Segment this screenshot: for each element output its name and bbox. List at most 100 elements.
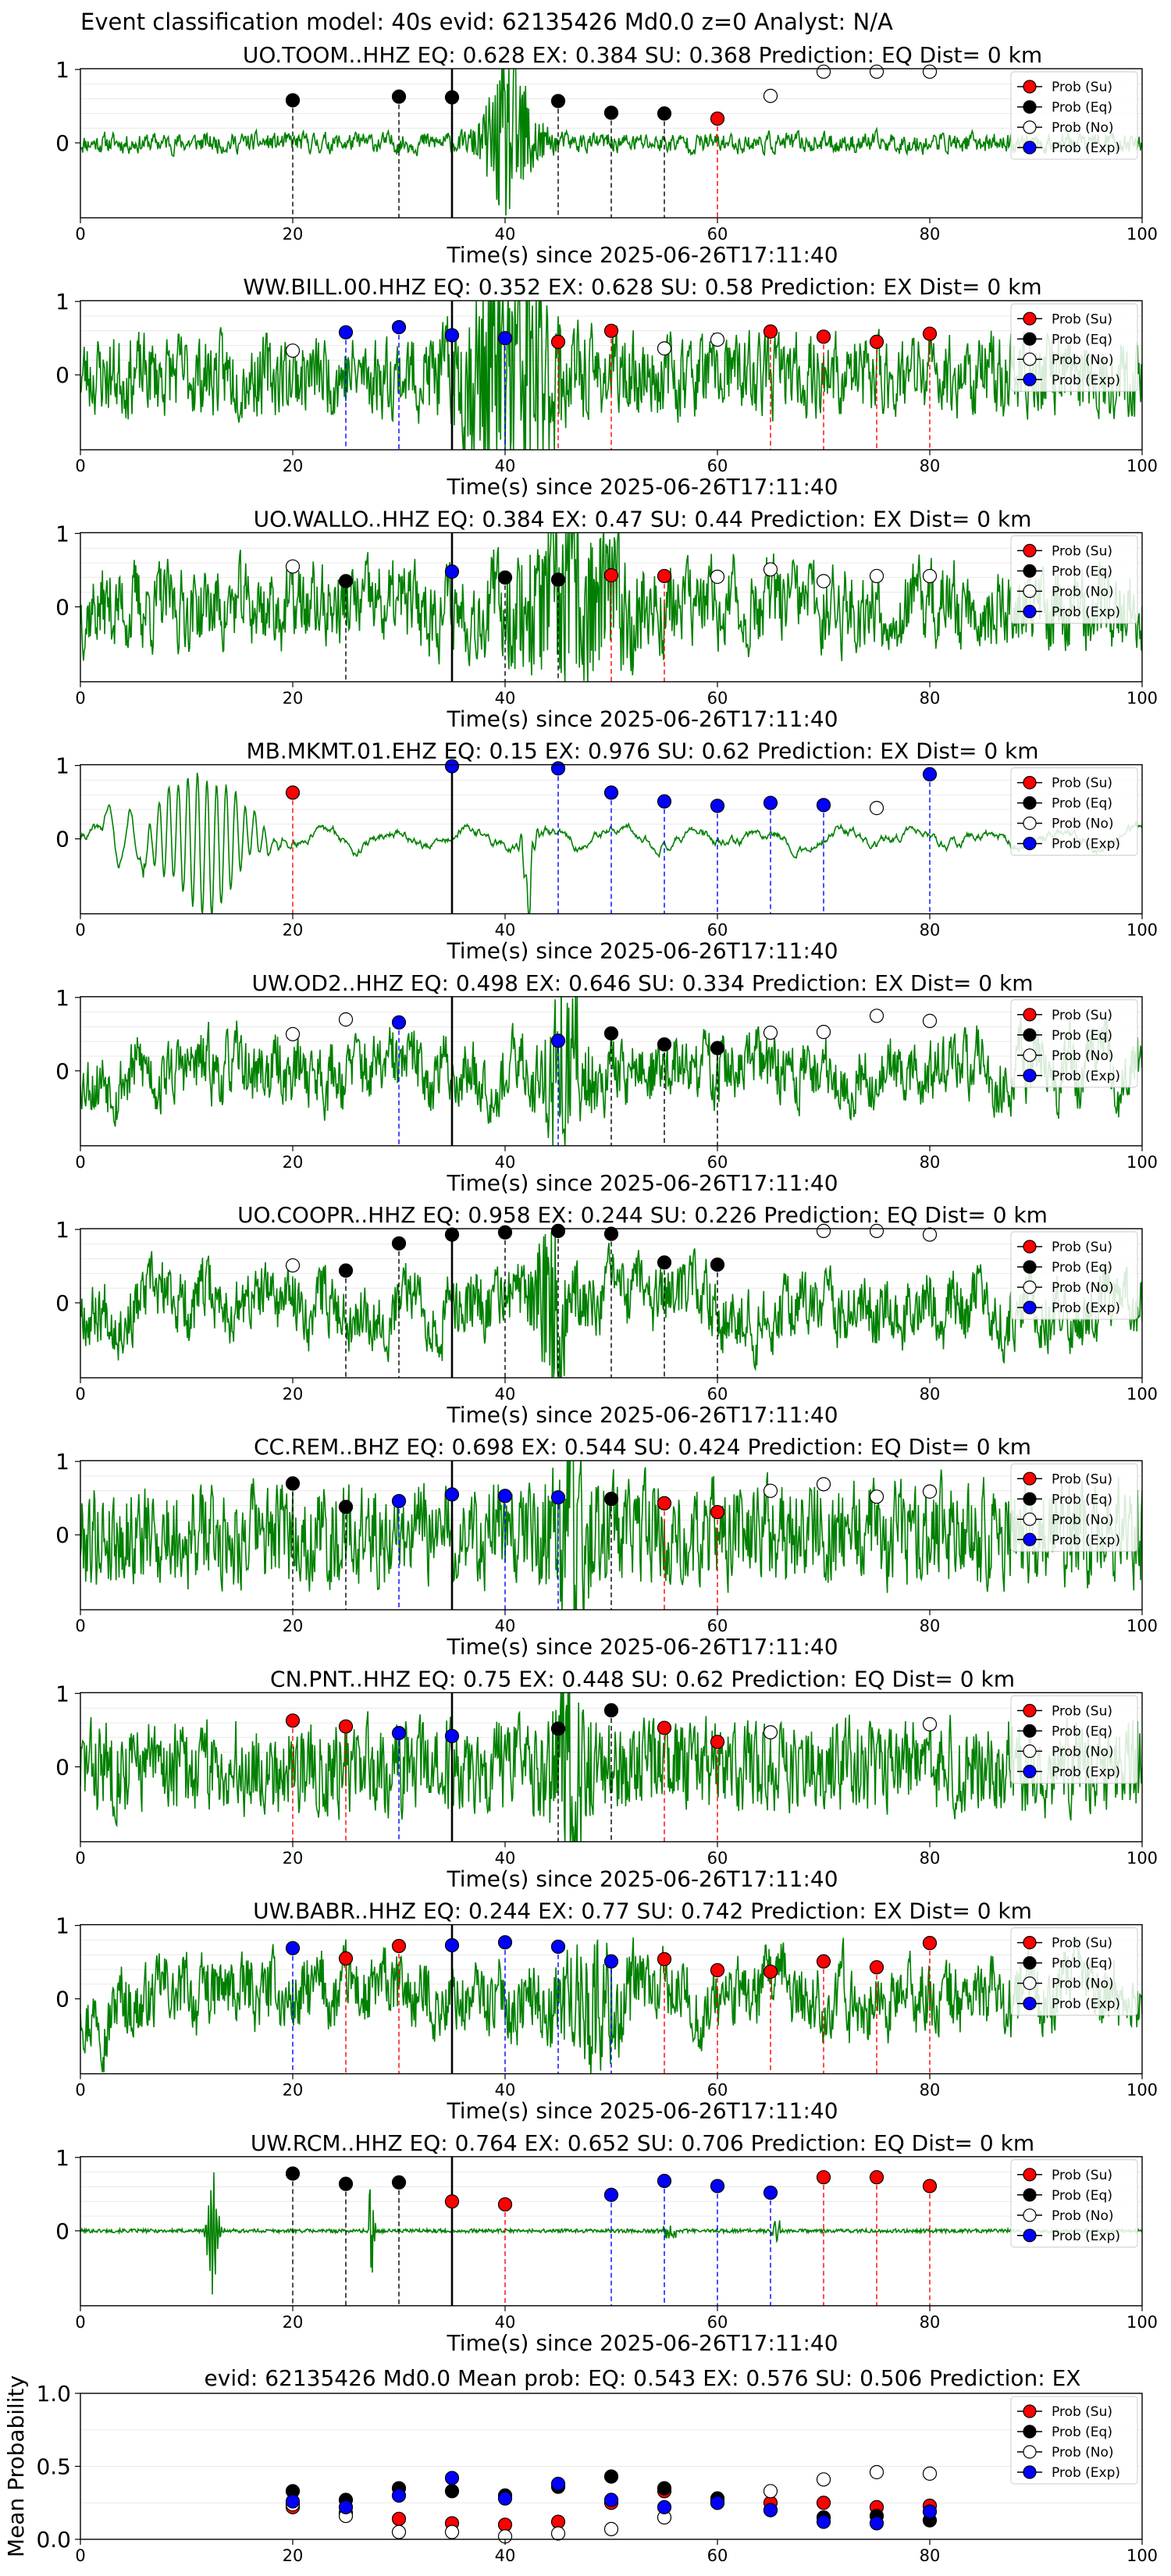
- x-tick-label: 40: [495, 1848, 516, 1867]
- x-axis-label: Time(s) since 2025-06-26T17:11:40: [446, 2098, 838, 2124]
- mean-marker-exp: [603, 2492, 619, 2507]
- mean-marker-exp: [285, 2494, 301, 2509]
- y-tick-label: 0: [55, 2218, 69, 2244]
- prob-marker-eq: [710, 1258, 725, 1272]
- mean-marker-exp: [763, 2503, 778, 2517]
- prob-marker-exp: [444, 1728, 460, 1744]
- prob-marker-su: [710, 1735, 725, 1749]
- x-tick-label: 20: [283, 2081, 304, 2100]
- prob-marker-exp: [816, 798, 831, 813]
- prob-marker-su: [922, 326, 938, 341]
- x-tick-label: 20: [283, 1385, 304, 1404]
- prob-marker-no: [869, 568, 884, 584]
- prob-marker-no: [922, 1484, 938, 1499]
- prob-marker-su: [816, 329, 831, 344]
- prob-marker-eq: [657, 1037, 672, 1052]
- legend-box: [1010, 1695, 1138, 1784]
- prob-marker-su: [657, 1496, 672, 1510]
- y-axis-label: Mean Probability: [3, 2375, 29, 2557]
- panel-title: UO.WALLO..HHZ EQ: 0.384 EX: 0.47 SU: 0.4…: [254, 506, 1032, 532]
- prob-marker-exp: [550, 761, 566, 776]
- legend-box: [1010, 2396, 1138, 2485]
- panel-title: UO.TOOM..HHZ EQ: 0.628 EX: 0.384 SU: 0.3…: [243, 42, 1042, 68]
- x-tick-label: 20: [283, 2546, 304, 2565]
- x-axis-label: Time(s) since 2025-06-26T17:11:40: [446, 1170, 838, 1196]
- legend-box: [1010, 999, 1138, 1088]
- legend-label-no: Prob (No): [1052, 1048, 1114, 1064]
- prob-marker-su: [603, 568, 619, 583]
- station-panel-9: UW.RCM..HHZ EQ: 0.764 EX: 0.652 SU: 0.70…: [55, 2130, 1158, 2356]
- legend-marker-su: [1023, 1240, 1037, 1254]
- mean-marker-exp: [338, 2500, 354, 2514]
- prob-marker-su: [657, 1720, 672, 1735]
- x-tick-label: 20: [283, 1617, 304, 1635]
- x-tick-label: 0: [75, 1385, 85, 1404]
- prob-marker-no: [869, 1009, 884, 1023]
- prob-marker-eq: [550, 1223, 566, 1238]
- x-tick-label: 20: [283, 2313, 304, 2332]
- legend-marker-exp: [1023, 141, 1037, 155]
- x-axis-label: Time(s) since 2025-06-26T17:11:40: [446, 2330, 838, 2356]
- prob-marker-su: [869, 2170, 884, 2185]
- legend-label-eq: Prob (Eq): [1052, 2188, 1112, 2204]
- x-axis-label: Time(s) since 2025-06-26T17:11:40: [446, 706, 838, 731]
- x-axis-label: Time(s) since 2025-06-26T17:11:40: [446, 1866, 838, 1891]
- prob-marker-exp: [550, 1490, 566, 1505]
- x-tick-label: 80: [920, 921, 941, 940]
- mean-marker-no: [922, 2466, 938, 2481]
- x-tick-label: 100: [1127, 2313, 1158, 2332]
- prob-marker-exp: [391, 320, 407, 335]
- prob-marker-eq: [657, 106, 672, 121]
- legend-label-exp: Prob (Exp): [1052, 1300, 1120, 1316]
- legend-marker-exp: [1023, 836, 1037, 851]
- prob-marker-no: [710, 332, 725, 347]
- legend-marker-su: [1023, 1703, 1037, 1717]
- legend-marker-eq: [1023, 1028, 1037, 1042]
- legend-label-exp: Prob (Exp): [1052, 605, 1120, 621]
- legend-label-su: Prob (Su): [1052, 1936, 1112, 1952]
- mean-marker-exp: [497, 2491, 513, 2506]
- prob-marker-su: [657, 568, 672, 584]
- legend-marker-no: [1023, 1280, 1037, 1294]
- legend-marker-no: [1023, 1744, 1037, 1758]
- prob-marker-eq: [603, 1703, 619, 1718]
- x-tick-label: 100: [1127, 457, 1158, 475]
- x-tick-label: 60: [707, 921, 728, 940]
- panel-title: UO.COOPR..HHZ EQ: 0.958 EX: 0.244 SU: 0.…: [237, 1202, 1048, 1228]
- legend-label-exp: Prob (Exp): [1052, 1765, 1120, 1781]
- x-tick-label: 0: [75, 1617, 85, 1635]
- legend-label-su: Prob (Su): [1052, 1240, 1112, 1255]
- prob-marker-su: [657, 1952, 672, 1966]
- prob-marker-no: [285, 1026, 301, 1041]
- x-tick-label: 40: [495, 225, 516, 244]
- x-tick-label: 40: [495, 921, 516, 940]
- prob-marker-exp: [444, 1937, 460, 1953]
- prob-marker-no: [816, 1223, 831, 1238]
- prob-marker-no: [763, 1483, 778, 1498]
- legend-box: [1010, 1231, 1138, 1320]
- legend-marker-eq: [1023, 100, 1037, 114]
- legend-label-eq: Prob (Eq): [1052, 1028, 1112, 1044]
- legend-label-eq: Prob (Eq): [1052, 332, 1112, 347]
- prob-marker-no: [816, 1477, 831, 1492]
- prob-marker-eq: [550, 572, 566, 587]
- legend-marker-no: [1023, 1048, 1037, 1062]
- legend-marker-no: [1023, 2445, 1037, 2459]
- prob-marker-no: [816, 574, 831, 589]
- prob-marker-no: [922, 64, 938, 79]
- seismogram-trace: [80, 2172, 1142, 2295]
- prob-marker-no: [763, 1025, 778, 1041]
- legend-marker-su: [1023, 1008, 1037, 1022]
- prob-marker-no: [816, 64, 831, 79]
- x-tick-label: 40: [495, 2313, 516, 2332]
- x-tick-label: 40: [495, 1153, 516, 1172]
- mean-marker-eq: [444, 2484, 460, 2499]
- legend-marker-exp: [1023, 1764, 1037, 1778]
- legend-marker-exp: [1023, 2465, 1037, 2479]
- prob-marker-exp: [603, 785, 619, 800]
- prob-marker-su: [710, 111, 725, 126]
- legend-marker-eq: [1023, 2425, 1037, 2439]
- legend-marker-no: [1023, 584, 1037, 599]
- x-tick-label: 40: [495, 2081, 516, 2100]
- legend-label-eq: Prob (Eq): [1052, 1260, 1112, 1276]
